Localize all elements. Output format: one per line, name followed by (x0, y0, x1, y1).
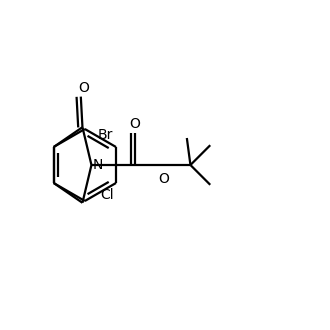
Text: N: N (93, 158, 103, 172)
Text: Cl: Cl (100, 188, 114, 202)
Text: O: O (79, 81, 89, 95)
Text: O: O (158, 172, 169, 185)
Text: O: O (129, 117, 140, 131)
Text: Br: Br (98, 128, 114, 142)
